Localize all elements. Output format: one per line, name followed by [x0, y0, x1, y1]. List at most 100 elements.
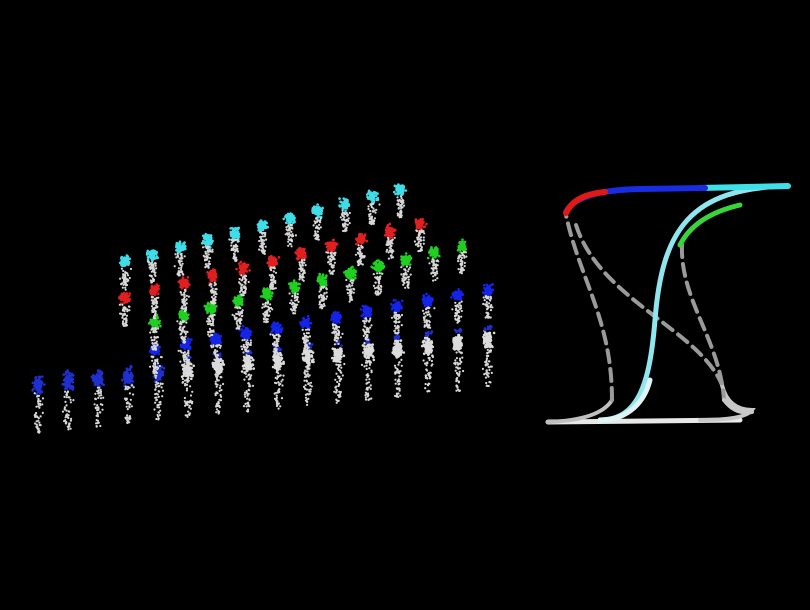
point	[374, 281, 377, 284]
point	[457, 260, 460, 263]
point	[153, 342, 157, 345]
point	[207, 323, 210, 326]
point	[277, 407, 280, 410]
point	[307, 375, 310, 378]
point	[241, 324, 245, 328]
point	[302, 332, 306, 335]
point	[336, 359, 340, 363]
point	[456, 376, 459, 380]
point	[210, 340, 214, 344]
point	[463, 261, 466, 264]
point	[405, 281, 408, 284]
point	[423, 317, 426, 320]
point	[216, 383, 219, 386]
point	[366, 387, 369, 390]
point	[157, 327, 160, 330]
point	[488, 287, 491, 290]
point	[404, 268, 407, 271]
point	[245, 369, 249, 372]
point	[99, 375, 102, 379]
point	[306, 314, 310, 318]
point	[277, 372, 280, 375]
point	[400, 313, 404, 317]
point	[455, 384, 458, 387]
point	[154, 359, 157, 362]
point	[150, 336, 153, 339]
point	[210, 336, 213, 339]
point	[303, 323, 307, 327]
point	[393, 342, 396, 345]
point	[460, 293, 464, 297]
point	[407, 282, 410, 285]
point	[434, 255, 437, 259]
point	[484, 339, 488, 342]
point	[217, 365, 220, 368]
point	[277, 381, 280, 384]
point	[280, 397, 284, 400]
point	[152, 368, 155, 372]
point	[156, 362, 160, 365]
point	[264, 318, 267, 321]
point	[237, 310, 240, 313]
point	[64, 416, 67, 419]
point	[274, 352, 277, 355]
point	[217, 354, 220, 357]
point	[459, 337, 462, 341]
point	[152, 320, 156, 324]
point	[243, 356, 246, 359]
point	[99, 388, 102, 391]
point	[189, 385, 192, 388]
point	[361, 351, 365, 354]
point	[462, 369, 465, 373]
point	[433, 273, 437, 276]
point	[306, 348, 309, 351]
point	[161, 371, 164, 375]
point	[426, 369, 429, 372]
point	[132, 386, 135, 389]
point	[430, 330, 434, 333]
point	[63, 395, 66, 398]
point	[182, 317, 185, 321]
point	[369, 384, 372, 387]
point	[295, 289, 298, 293]
point	[96, 384, 100, 387]
point	[367, 338, 370, 341]
point	[183, 360, 186, 363]
point	[457, 334, 461, 337]
point	[278, 383, 281, 387]
point	[280, 380, 283, 383]
point	[486, 312, 489, 315]
point	[124, 323, 127, 326]
point	[68, 371, 71, 375]
point	[240, 297, 243, 301]
point	[366, 334, 369, 337]
point	[455, 366, 458, 369]
point	[305, 370, 309, 373]
point	[395, 334, 399, 338]
point	[437, 260, 440, 263]
point	[460, 315, 463, 318]
point	[238, 306, 241, 309]
point	[484, 295, 487, 299]
point	[149, 365, 152, 368]
point	[366, 361, 369, 364]
point	[247, 403, 250, 406]
point	[486, 363, 489, 366]
point	[184, 401, 187, 404]
point	[393, 324, 397, 327]
point	[455, 380, 458, 383]
point	[188, 362, 191, 366]
point	[423, 321, 426, 324]
point	[220, 370, 223, 374]
point	[185, 315, 188, 319]
point	[63, 382, 66, 386]
point	[400, 261, 404, 265]
point	[95, 380, 98, 384]
point	[281, 378, 284, 381]
point	[394, 354, 398, 357]
point	[338, 356, 341, 359]
point	[333, 327, 336, 331]
point	[366, 395, 369, 398]
point	[187, 313, 190, 317]
point	[425, 319, 428, 322]
